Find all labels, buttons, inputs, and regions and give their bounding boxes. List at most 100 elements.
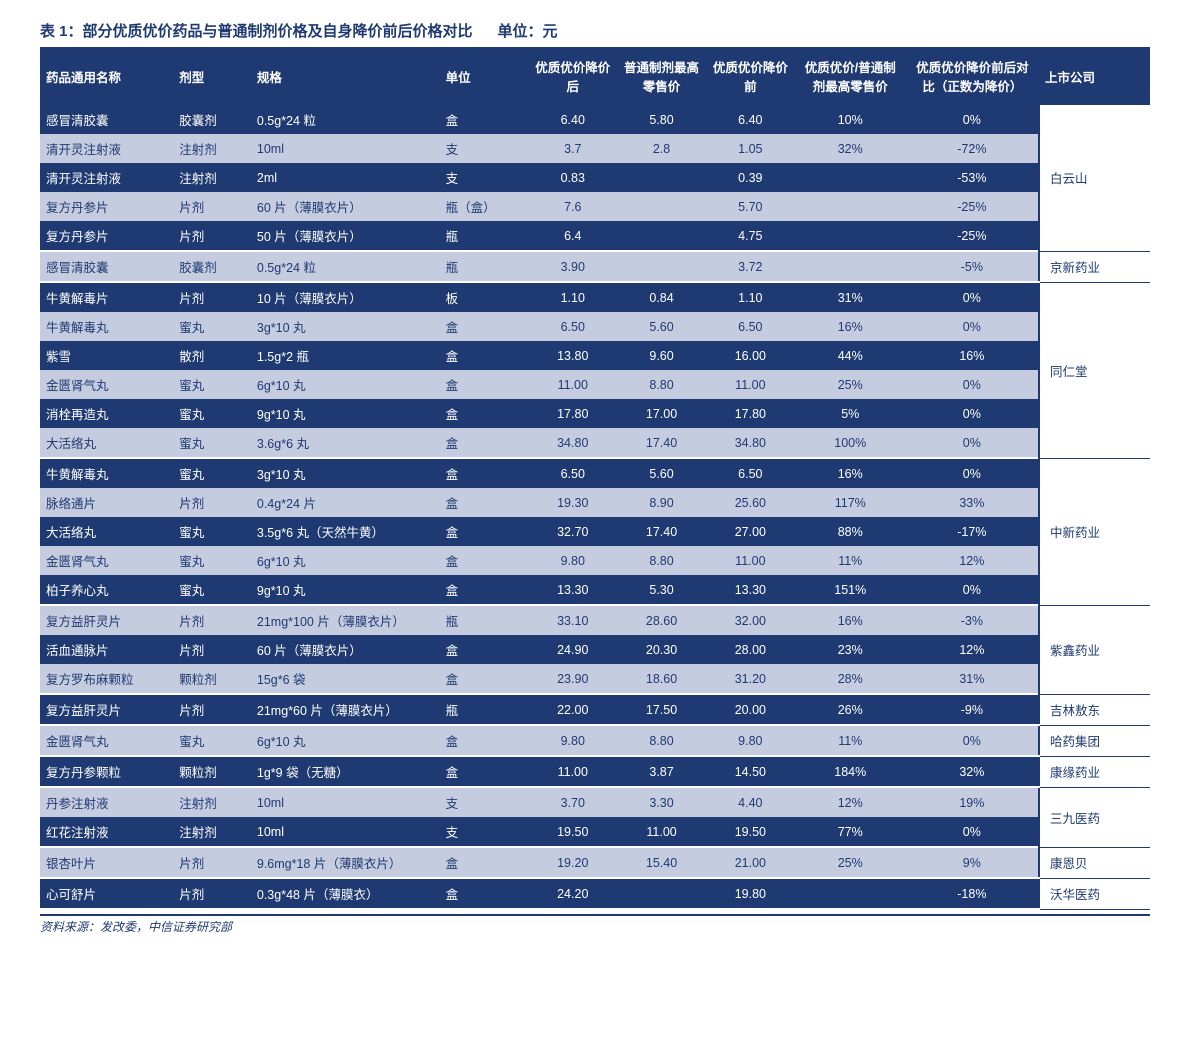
table-cell: 注射剂	[173, 163, 251, 192]
table-cell: 6.40	[706, 104, 795, 134]
company-cell: 紫鑫药业	[1039, 605, 1150, 694]
table-cell: 蜜丸	[173, 370, 251, 399]
table-cell: 19.20	[528, 847, 617, 878]
table-cell: 0%	[906, 370, 1039, 399]
table-cell: 复方益肝灵片	[40, 605, 173, 635]
table-cell: 4.75	[706, 221, 795, 251]
table-cell: 感冒清胶囊	[40, 251, 173, 282]
table-row: 感冒清胶囊胶囊剂0.5g*24 粒瓶3.903.72-5%京新药业	[40, 251, 1150, 282]
table-cell: 12%	[795, 787, 906, 817]
table-cell: 60 片（薄膜衣片）	[251, 192, 440, 221]
table-cell: 0%	[906, 725, 1039, 756]
table-cell: 注射剂	[173, 787, 251, 817]
table-cell: 盒	[440, 517, 529, 546]
company-cell: 白云山	[1039, 104, 1150, 251]
table-cell	[795, 192, 906, 221]
table-row: 复方益肝灵片片剂21mg*100 片（薄膜衣片）瓶33.1028.6032.00…	[40, 605, 1150, 635]
table-cell: 5.30	[617, 575, 706, 605]
table-cell: 25.60	[706, 488, 795, 517]
table-cell: 31.20	[706, 664, 795, 694]
table-cell: 红花注射液	[40, 817, 173, 847]
title-text: 表 1：部分优质优价药品与普通制剂价格及自身降价前后价格对比	[40, 23, 473, 40]
table-row: 感冒清胶囊胶囊剂0.5g*24 粒盒6.405.806.4010%0%白云山	[40, 104, 1150, 134]
table-cell: 0%	[906, 104, 1039, 134]
table-cell: 19.50	[706, 817, 795, 847]
table-cell: 3.70	[528, 787, 617, 817]
table-cell: 1.05	[706, 134, 795, 163]
table-row: 丹参注射液注射剂10ml支3.703.304.4012%19%三九医药	[40, 787, 1150, 817]
table-cell: 25%	[795, 370, 906, 399]
table-cell: 32.00	[706, 605, 795, 635]
table-row: 复方丹参颗粒颗粒剂1g*9 袋（无糖）盒11.003.8714.50184%32…	[40, 756, 1150, 787]
table-cell: 9.80	[528, 546, 617, 575]
table-cell: 片剂	[173, 221, 251, 251]
table-body: 感冒清胶囊胶囊剂0.5g*24 粒盒6.405.806.4010%0%白云山清开…	[40, 104, 1150, 909]
table-cell: 13.80	[528, 341, 617, 370]
table-cell: 盒	[440, 635, 529, 664]
table-cell: 13.30	[706, 575, 795, 605]
table-cell: 10ml	[251, 787, 440, 817]
table-cell: 1.10	[706, 282, 795, 312]
table-cell: 盒	[440, 756, 529, 787]
table-cell: 3.30	[617, 787, 706, 817]
table-cell: 支	[440, 134, 529, 163]
table-cell: 牛黄解毒丸	[40, 312, 173, 341]
table-cell: 19%	[906, 787, 1039, 817]
table-cell: 0%	[906, 458, 1039, 488]
table-cell: 16.00	[706, 341, 795, 370]
table-cell: -72%	[906, 134, 1039, 163]
col-header: 优质优价/普通制剂最高零售价	[795, 48, 906, 104]
table-cell: 盒	[440, 458, 529, 488]
table-cell: 蜜丸	[173, 575, 251, 605]
table-cell: 2.8	[617, 134, 706, 163]
table-cell: 盒	[440, 847, 529, 878]
company-cell: 三九医药	[1039, 787, 1150, 847]
table-cell: 3.5g*6 丸（天然牛黄）	[251, 517, 440, 546]
table-cell: 蜜丸	[173, 458, 251, 488]
col-header: 药品通用名称	[40, 48, 173, 104]
table-row: 大活络丸蜜丸3.6g*6 丸盒34.8017.4034.80100%0%	[40, 428, 1150, 458]
table-cell: 88%	[795, 517, 906, 546]
table-cell: 盒	[440, 399, 529, 428]
col-header: 优质优价降价前	[706, 48, 795, 104]
table-cell: 金匮肾气丸	[40, 546, 173, 575]
table-row: 柏子养心丸蜜丸9g*10 丸盒13.305.3013.30151%0%	[40, 575, 1150, 605]
table-row: 清开灵注射液注射剂2ml支0.830.39-53%	[40, 163, 1150, 192]
table-cell	[795, 878, 906, 909]
table-cell: 0%	[906, 575, 1039, 605]
table-cell: 10ml	[251, 134, 440, 163]
table-cell: 17.50	[617, 694, 706, 725]
table-cell: 蜜丸	[173, 517, 251, 546]
table-cell: 32%	[906, 756, 1039, 787]
table-cell: 0.5g*24 粒	[251, 251, 440, 282]
table-cell: 盒	[440, 575, 529, 605]
table-cell: 15g*6 袋	[251, 664, 440, 694]
table-cell: 10ml	[251, 817, 440, 847]
table-row: 复方丹参片片剂50 片（薄膜衣片）瓶6.44.75-25%	[40, 221, 1150, 251]
table-row: 紫雪散剂1.5g*2 瓶盒13.809.6016.0044%16%	[40, 341, 1150, 370]
table-cell: 5.70	[706, 192, 795, 221]
table-row: 复方罗布麻颗粒颗粒剂15g*6 袋盒23.9018.6031.2028%31%	[40, 664, 1150, 694]
table-cell: 21.00	[706, 847, 795, 878]
table-cell: 32.70	[528, 517, 617, 546]
table-cell	[617, 878, 706, 909]
table-cell: 大活络丸	[40, 517, 173, 546]
table-cell: 蜜丸	[173, 312, 251, 341]
table-cell: 1.5g*2 瓶	[251, 341, 440, 370]
table-row: 复方益肝灵片片剂21mg*60 片（薄膜衣片）瓶22.0017.5020.002…	[40, 694, 1150, 725]
table-cell: 19.30	[528, 488, 617, 517]
table-cell: 胶囊剂	[173, 104, 251, 134]
table-cell: 牛黄解毒丸	[40, 458, 173, 488]
table-cell: 5.80	[617, 104, 706, 134]
table-cell	[795, 221, 906, 251]
table-cell: 0.5g*24 粒	[251, 104, 440, 134]
table-cell: 3.90	[528, 251, 617, 282]
table-cell: 3.72	[706, 251, 795, 282]
table-row: 牛黄解毒片片剂10 片（薄膜衣片）板1.100.841.1031%0%同仁堂	[40, 282, 1150, 312]
table-cell: -9%	[906, 694, 1039, 725]
table-cell: -25%	[906, 192, 1039, 221]
table-cell: 8.80	[617, 546, 706, 575]
table-cell: -17%	[906, 517, 1039, 546]
table-cell: 蜜丸	[173, 399, 251, 428]
table-cell: 6.50	[706, 312, 795, 341]
